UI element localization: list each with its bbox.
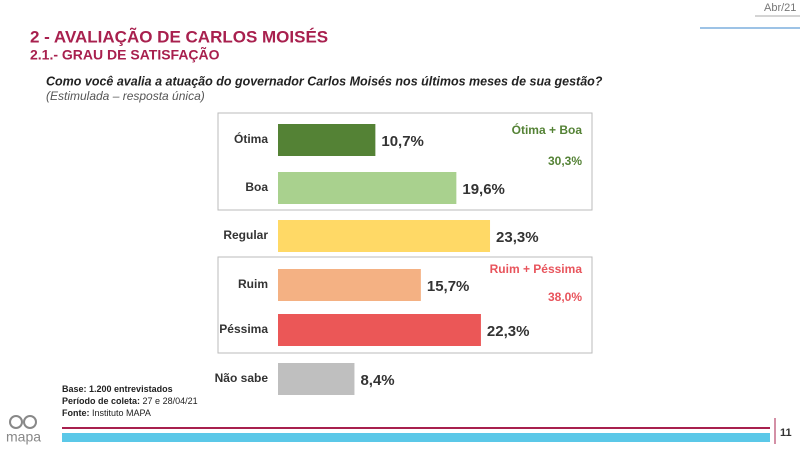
date: Abr/21	[764, 2, 796, 14]
note: Período de coleta: 27 e 28/04/21	[62, 396, 198, 406]
group-label: Ótima + Boa	[512, 122, 583, 137]
value-label: 19,6%	[462, 181, 505, 198]
value-label: 10,7%	[381, 133, 424, 150]
note: Base: 1.200 entrevistados	[62, 384, 173, 394]
value-label: 23,3%	[496, 229, 539, 246]
category-label: Regular	[223, 228, 268, 242]
subtitle: 2.1.- GRAU DE SATISFAÇÃO	[30, 46, 220, 63]
bar	[278, 220, 491, 252]
group-label: Ruim + Péssima	[490, 262, 583, 276]
group-total: 30,3%	[548, 154, 582, 168]
value-label: 15,7%	[427, 278, 470, 295]
category-label: Ótima	[234, 131, 268, 146]
page-number: 11	[780, 427, 792, 439]
logo-icon	[9, 415, 23, 429]
group-total: 38,0%	[548, 290, 582, 304]
question: Como você avalia a atuação do governador…	[46, 74, 603, 88]
category-label: Péssima	[219, 322, 268, 336]
category-label: Boa	[245, 180, 268, 194]
question-note: (Estimulada – resposta única)	[46, 89, 205, 103]
value-label: 8,4%	[360, 372, 394, 389]
group-box	[217, 112, 593, 211]
bar	[278, 314, 481, 346]
group-box	[217, 256, 593, 354]
value-label: 22,3%	[487, 323, 530, 340]
bar	[278, 269, 421, 301]
category-label: Não sabe	[215, 371, 269, 385]
title: 2 - AVALIAÇÃO DE CARLOS MOISÉS	[30, 26, 328, 46]
bar	[278, 172, 457, 204]
category-label: Ruim	[238, 277, 268, 291]
logo-icon	[23, 415, 37, 429]
footer-band	[62, 433, 770, 442]
bar	[278, 363, 355, 395]
bar	[278, 124, 376, 156]
logo: mapa	[6, 429, 41, 445]
note: Fonte: Instituto MAPA	[62, 408, 151, 418]
